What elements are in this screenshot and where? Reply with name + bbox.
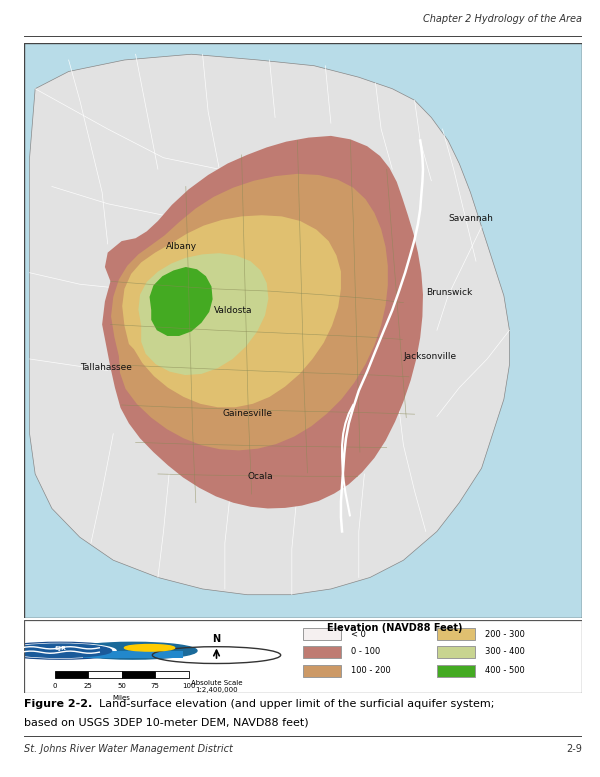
Polygon shape (122, 215, 341, 407)
Bar (155, 671, 188, 678)
Polygon shape (149, 267, 212, 336)
Text: 2-9: 2-9 (566, 744, 582, 754)
Polygon shape (111, 174, 388, 451)
Bar (55, 671, 88, 678)
Text: 0: 0 (52, 683, 57, 689)
Text: 75: 75 (151, 683, 160, 689)
Polygon shape (102, 136, 423, 508)
Text: 50: 50 (117, 683, 126, 689)
Text: 200 - 300: 200 - 300 (485, 630, 525, 639)
Text: 25: 25 (84, 683, 92, 689)
Text: 100: 100 (182, 683, 196, 689)
Circle shape (9, 644, 112, 657)
Text: Chapter 2 Hydrology of the Area: Chapter 2 Hydrology of the Area (423, 14, 582, 23)
Text: 300 - 400: 300 - 400 (485, 647, 525, 657)
Bar (437, 628, 475, 640)
Text: Ocala: Ocala (247, 472, 273, 481)
Text: N: N (212, 634, 221, 644)
Text: based on USGS 3DEP 10-meter DEM, NAVD88 feet): based on USGS 3DEP 10-meter DEM, NAVD88 … (24, 718, 308, 728)
Text: Tallahassee: Tallahassee (80, 363, 131, 372)
Circle shape (4, 643, 116, 658)
Text: St. Johns River Water Management District: St. Johns River Water Management Distric… (24, 744, 233, 754)
Circle shape (0, 643, 124, 659)
Text: Albany: Albany (166, 242, 197, 251)
Text: 100 - 200: 100 - 200 (351, 667, 391, 675)
Text: Miles: Miles (113, 695, 131, 701)
Bar (122, 671, 155, 678)
Text: SJR: SJR (55, 646, 66, 650)
Polygon shape (139, 253, 268, 375)
Text: 400 - 500: 400 - 500 (485, 667, 524, 675)
Text: Savannah: Savannah (448, 214, 493, 222)
Text: Gainesville: Gainesville (222, 409, 272, 418)
Text: Figure 2-2.: Figure 2-2. (24, 699, 92, 709)
Text: 0 - 100: 0 - 100 (351, 647, 380, 657)
Circle shape (124, 644, 175, 651)
Text: Absolute Scale
1:2,400,000: Absolute Scale 1:2,400,000 (191, 680, 242, 693)
Bar (88, 671, 122, 678)
Text: Valdosta: Valdosta (214, 305, 252, 315)
Bar (303, 664, 341, 677)
Text: Elevation (NAVD88 Feet): Elevation (NAVD88 Feet) (328, 623, 463, 633)
Bar (437, 664, 475, 677)
Polygon shape (29, 54, 509, 594)
Text: Brunswick: Brunswick (426, 288, 472, 298)
Text: Jacksonville: Jacksonville (403, 352, 457, 361)
Polygon shape (83, 650, 183, 658)
Bar (437, 646, 475, 658)
Circle shape (68, 643, 197, 659)
Text: < 0: < 0 (351, 630, 366, 639)
Bar (303, 628, 341, 640)
Text: Land-surface elevation (and upper limit of the surficial aquifer system;: Land-surface elevation (and upper limit … (100, 699, 495, 709)
Bar (303, 646, 341, 658)
